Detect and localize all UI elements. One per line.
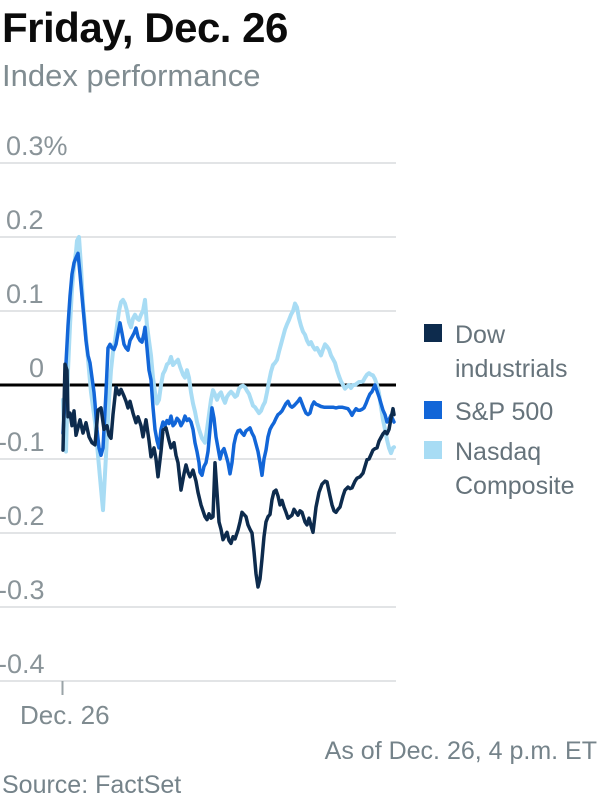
legend-label-nasdaq: Nasdaq Composite — [455, 438, 575, 500]
source-attribution: Source: FactSet — [2, 771, 182, 799]
as-of-timestamp: As of Dec. 26, 4 p.m. ET — [324, 737, 597, 765]
y-axis-tick-label: 0.3% — [6, 131, 68, 161]
nasdaq-color-swatch-icon — [424, 441, 442, 459]
y-axis-tick-label: 0.2 — [6, 205, 44, 235]
legend-item-dow-industrials: Dow industrials — [424, 318, 596, 386]
legend-item-sp500: S&P 500 — [424, 395, 553, 429]
dow-color-swatch-icon — [424, 324, 442, 342]
y-axis-tick-label: 0 — [29, 353, 45, 383]
sp500-color-swatch-icon — [424, 401, 442, 419]
y-axis-tick-label: -0.3 — [0, 575, 45, 605]
legend-label-sp500: S&P 500 — [455, 398, 554, 426]
x-axis-label: Dec. 26 — [20, 700, 110, 730]
y-axis-tick-label: -0.2 — [0, 501, 45, 531]
legend-label-dow: Dow industrials — [455, 321, 568, 383]
y-axis-tick-label: 0.1 — [6, 279, 44, 309]
page-subtitle: Index performance — [2, 58, 261, 93]
series-line-dow-industrials — [61, 362, 396, 589]
legend-item-nasdaq-composite: Nasdaq Composite — [424, 435, 596, 503]
y-axis-tick-label: -0.1 — [0, 427, 45, 457]
series-line-s-p-500 — [61, 251, 396, 478]
page-title: Friday, Dec. 26 — [2, 4, 288, 51]
y-axis-tick-label: -0.4 — [0, 649, 45, 679]
